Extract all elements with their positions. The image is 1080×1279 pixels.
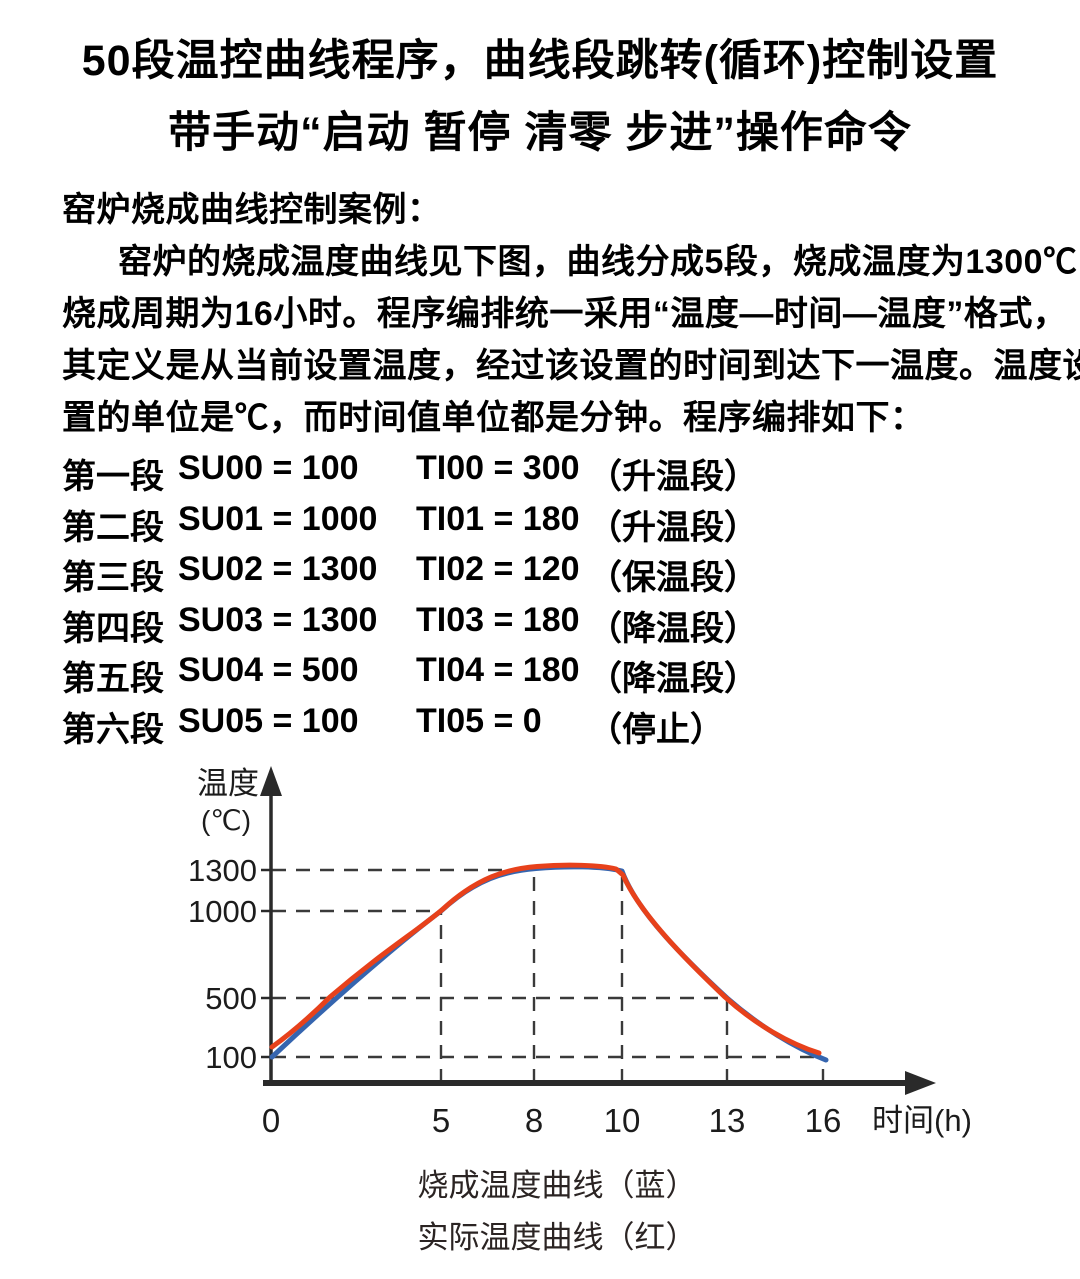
y-axis-unit: (℃) [201, 805, 251, 836]
segment-label: 第三段 [62, 559, 164, 597]
y-tick-1300: 1300 [188, 853, 257, 888]
segment-note: （降温段） [588, 660, 758, 698]
segment-su-value: SU01 = 1000 [178, 499, 378, 538]
x-tick-5: 5 [432, 1102, 450, 1139]
segment-row-1: 第一段 SU00 = 100 TI00 = 300 （升温段） [62, 449, 758, 500]
intro-paragraph-line-3: 其定义是从当前设置温度，经过该设置的时间到达下一温度。温度设 [62, 347, 1080, 385]
y-axis-arrow [260, 766, 282, 796]
segment-note: （升温段） [588, 508, 758, 547]
segment-note: （停止） [588, 710, 724, 749]
y-tick-100: 100 [205, 1040, 257, 1075]
segment-su-value: SU05 = 100 [178, 701, 359, 740]
legend-red-curve: 实际温度曲线（红） [417, 1220, 697, 1255]
y-axis-title: 温度 [197, 766, 259, 801]
case-heading: 窑炉烧成曲线控制案例： [62, 191, 442, 229]
x-tick-8: 8 [525, 1102, 543, 1139]
segment-note: （升温段） [588, 458, 758, 496]
legend-blue-curve: 烧成温度曲线（蓝） [417, 1168, 697, 1203]
segment-label: 第二段 [62, 508, 164, 547]
segment-ti-value: TI05 = 0 [416, 701, 542, 740]
page-title-line2: 带手动“启动 暂停 清零 步进”操作命令 [168, 109, 912, 157]
segment-row-5: 第五段 SU04 = 500 TI04 = 180 （降温段） [62, 651, 758, 702]
x-axis-arrow [905, 1071, 936, 1095]
x-tick-10: 10 [604, 1102, 641, 1139]
segment-su-value: SU03 = 1300 [178, 600, 378, 639]
segment-row-2: 第二段 SU01 = 1000 TI01 = 180 （升温段） [62, 500, 758, 551]
page-title-line1: 50段温控曲线程序，曲线段跳转(循环)控制设置 [81, 37, 999, 85]
segment-ti-value: TI01 = 180 [416, 499, 580, 538]
x-tick-16: 16 [805, 1102, 842, 1139]
x-tick-0: 0 [262, 1102, 280, 1139]
segment-note: （降温段） [588, 609, 758, 648]
program-segment-list: 第一段 SU00 = 100 TI00 = 300 （升温段） 第二段 SU01… [62, 449, 758, 752]
segment-su-value: SU02 = 1300 [178, 550, 378, 588]
x-axis-title: 时间(h) [872, 1103, 972, 1138]
segment-label: 第六段 [62, 710, 164, 749]
segment-ti-value: TI03 = 180 [416, 600, 580, 639]
chart-axes [260, 766, 936, 1095]
intro-paragraph-line-1: 窑炉的烧成温度曲线见下图，曲线分成5段，烧成温度为1300℃， [118, 243, 1080, 281]
segment-ti-value: TI02 = 120 [416, 550, 580, 588]
segment-label: 第一段 [62, 458, 164, 496]
y-tick-500: 500 [205, 981, 257, 1016]
segment-ti-value: TI04 = 180 [416, 651, 580, 689]
segment-label: 第四段 [62, 609, 164, 648]
dashed-guide-lines [272, 868, 825, 1083]
segment-row-3: 第三段 SU02 = 1300 TI02 = 120 （保温段） [62, 550, 758, 601]
y-tick-1000: 1000 [188, 894, 257, 929]
segment-row-4: 第四段 SU03 = 1300 TI03 = 180 （降温段） [62, 601, 758, 652]
segment-su-value: SU04 = 500 [178, 651, 359, 689]
temperature-curve-chart: 温度 (℃) 1300 1000 500 100 0 5 8 10 13 16 … [188, 766, 972, 1139]
actual-curve-red [269, 862, 822, 1056]
segment-su-value: SU00 = 100 [178, 449, 359, 487]
setpoint-curve-blue [269, 864, 829, 1063]
segment-row-6: 第六段 SU05 = 100 TI05 = 0 （停止） [62, 702, 758, 753]
segment-note: （保温段） [588, 559, 758, 597]
intro-paragraph-line-4: 置的单位是℃，而时间值单位都是分钟。程序编排如下： [62, 399, 925, 437]
segment-ti-value: TI00 = 300 [416, 449, 580, 487]
x-tick-13: 13 [709, 1102, 746, 1139]
segment-label: 第五段 [62, 660, 164, 698]
intro-paragraph-line-2: 烧成周期为16小时。程序编排统一采用“温度—时间—温度”格式， [62, 295, 1068, 333]
